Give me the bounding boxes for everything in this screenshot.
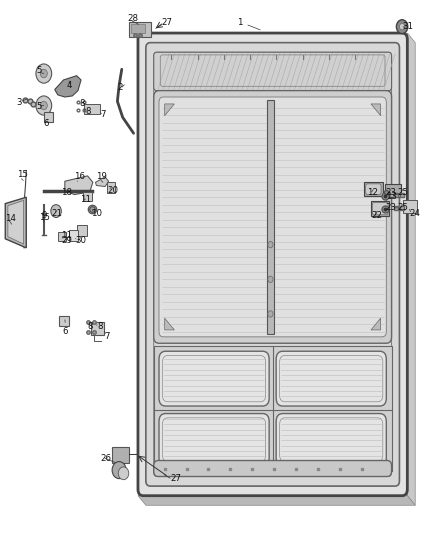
Text: 11: 11 [61,231,72,240]
FancyBboxPatch shape [366,184,381,195]
Bar [84,104,100,114]
Bar [266,100,274,334]
Circle shape [36,64,52,83]
Text: 7: 7 [101,110,106,119]
Text: 25: 25 [398,189,409,197]
Bar [364,182,383,196]
Circle shape [40,101,47,110]
Circle shape [268,276,273,282]
Polygon shape [55,76,81,97]
Text: 13: 13 [386,192,397,200]
Text: 23: 23 [385,189,396,197]
FancyBboxPatch shape [159,97,386,337]
Polygon shape [65,176,93,195]
Text: 8: 8 [88,322,93,330]
Text: 6: 6 [44,119,49,128]
Text: 4: 4 [67,81,72,90]
Circle shape [36,96,52,115]
Bar [69,230,78,241]
Text: 7: 7 [104,333,110,341]
Polygon shape [371,318,381,330]
Bar [403,200,417,213]
Text: 8: 8 [80,100,85,108]
Polygon shape [165,104,174,116]
Text: 2: 2 [117,83,123,92]
Circle shape [399,23,405,30]
Text: 28: 28 [127,14,138,23]
FancyBboxPatch shape [138,33,407,496]
Text: 9: 9 [42,212,47,220]
Text: 23: 23 [385,204,396,212]
Bar [107,182,115,193]
FancyBboxPatch shape [372,203,388,215]
Bar [131,24,145,33]
Text: 8: 8 [85,108,91,116]
Text: 31: 31 [402,22,413,31]
Text: 25: 25 [398,204,409,212]
Text: 5: 5 [36,66,42,75]
Circle shape [118,467,129,480]
Bar [83,192,92,201]
Text: 14: 14 [5,214,16,223]
Polygon shape [8,200,24,244]
FancyBboxPatch shape [276,414,386,466]
Text: 26: 26 [100,454,111,463]
Text: 27: 27 [170,474,181,483]
Polygon shape [407,33,415,505]
Polygon shape [5,197,26,248]
Text: 1: 1 [237,19,242,27]
Text: 5: 5 [36,102,42,111]
Text: 8: 8 [97,322,103,330]
FancyBboxPatch shape [154,52,392,91]
Text: 6: 6 [63,327,68,336]
Text: 29: 29 [61,237,72,245]
Bar [154,346,392,471]
Bar [77,225,87,236]
Circle shape [268,241,273,248]
Polygon shape [138,496,415,505]
Text: 18: 18 [61,189,72,197]
Polygon shape [165,318,174,330]
Bar [129,22,151,37]
Polygon shape [371,104,381,116]
Bar [112,447,129,463]
Bar [58,232,66,241]
Text: 15: 15 [39,213,49,222]
Bar [44,112,53,122]
Text: 30: 30 [75,237,86,245]
FancyBboxPatch shape [159,351,269,406]
FancyBboxPatch shape [276,351,386,406]
Text: 11: 11 [80,196,91,204]
Text: 10: 10 [91,209,102,217]
Bar [59,316,69,326]
Text: 19: 19 [96,173,107,181]
Circle shape [396,20,408,34]
Text: 12: 12 [367,189,378,197]
FancyBboxPatch shape [146,43,399,486]
Bar [385,184,401,197]
FancyBboxPatch shape [159,414,269,466]
Text: 21: 21 [52,209,63,217]
FancyBboxPatch shape [154,461,392,477]
FancyBboxPatch shape [154,91,392,343]
Circle shape [268,311,273,317]
Text: 20: 20 [107,187,118,195]
Bar [138,33,407,496]
Text: 16: 16 [74,173,85,181]
Bar [91,322,104,335]
Text: 15: 15 [17,171,28,179]
Circle shape [112,462,126,479]
Text: 22: 22 [371,211,382,220]
Text: 27: 27 [161,18,172,27]
Text: 24: 24 [410,209,420,217]
Bar [371,201,389,216]
Polygon shape [95,177,109,187]
Circle shape [51,205,61,217]
Circle shape [40,69,47,78]
Text: 3: 3 [17,98,22,107]
